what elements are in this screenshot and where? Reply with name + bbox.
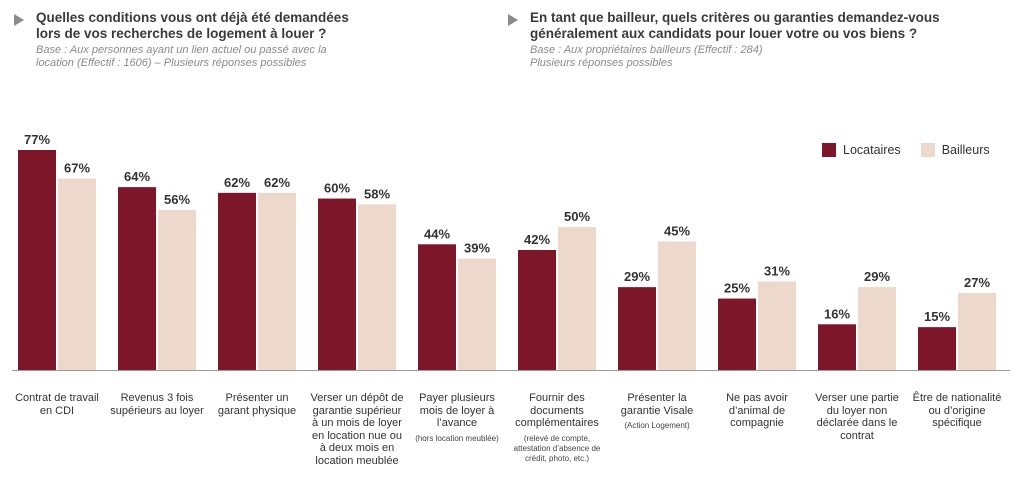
data-label: 56%: [164, 192, 190, 207]
data-label: 25%: [724, 281, 750, 296]
category-label: Contrat de travail en CDI: [9, 392, 105, 417]
data-label: 39%: [464, 241, 490, 256]
category-label-text: Fournir des documents complémentaires: [515, 392, 599, 429]
data-label: 62%: [264, 175, 290, 190]
category-label-text: Payer plusieurs mois de loyer à l’avance: [419, 392, 495, 429]
triangle-bullet-icon: [14, 14, 24, 26]
triangle-bullet-icon: [508, 14, 518, 26]
bar-bailleurs: [858, 287, 896, 370]
data-label: 31%: [764, 263, 790, 278]
bar-locataires: [518, 250, 556, 370]
bar-locataires: [218, 192, 256, 370]
category-label: Présenter la garantie Visale (Action Loge…: [609, 392, 705, 431]
legend-item-locataires: Locataires: [822, 143, 901, 157]
right-question-base: Base : Aux propriétaires bailleurs (Effe…: [530, 44, 763, 69]
right-question-block: En tant que bailleur, quels critères ou …: [508, 10, 978, 70]
legend-item-bailleurs: Bailleurs: [920, 143, 990, 157]
category-label: Verser une partie du loyer non déclarée …: [809, 392, 905, 442]
bar-locataires: [918, 327, 956, 370]
category-label: Payer plusieurs mois de loyer à l’avance…: [409, 392, 505, 444]
bar-locataires: [618, 287, 656, 370]
category-label: Présenter un garant physique: [209, 392, 305, 417]
category-label-text: Présenter la garantie Visale: [620, 392, 694, 417]
bar-bailleurs: [958, 292, 996, 370]
category-label: Être de nationalité ou d’origine spécifi…: [909, 392, 1005, 430]
data-label: 62%: [224, 175, 250, 190]
data-label: 15%: [924, 309, 950, 324]
category-label-text: Ne pas avoir d’animal de compagnie: [726, 392, 788, 429]
data-label: 44%: [424, 226, 450, 241]
bar-bailleurs: [758, 281, 796, 370]
legend-swatch: [822, 143, 836, 157]
bar-locataires: [118, 187, 156, 370]
legend-label: Locataires: [843, 143, 901, 157]
data-label: 29%: [864, 269, 890, 284]
bar-locataires: [18, 150, 56, 370]
left-question-title: Quelles conditions vous ont déjà été dem…: [36, 10, 349, 41]
data-label: 42%: [524, 232, 550, 247]
data-label: 45%: [664, 223, 690, 238]
bar-locataires: [818, 324, 856, 370]
left-question-block: Quelles conditions vous ont déjà été dem…: [14, 10, 394, 70]
category-label-text: Verser une partie du loyer non déclarée …: [815, 392, 899, 442]
bar-bailleurs: [658, 241, 696, 370]
data-label: 77%: [24, 132, 50, 147]
data-label: 50%: [564, 209, 590, 224]
chart-legend: Locataires Bailleurs: [822, 143, 990, 157]
category-label-text: Contrat de travail en CDI: [15, 392, 99, 417]
bar-bailleurs: [358, 204, 396, 370]
bar-bailleurs: [258, 192, 296, 370]
category-label-text: Verser un dépôt de garantie supérieur à …: [310, 392, 404, 467]
data-label: 64%: [124, 169, 150, 184]
bar-locataires: [318, 198, 356, 370]
category-label-text: Présenter un garant physique: [217, 392, 297, 417]
right-question-title: En tant que bailleur, quels critères ou …: [530, 10, 940, 41]
left-question-base: Base : Aux personnes ayant un lien actue…: [36, 44, 327, 69]
bar-bailleurs: [158, 210, 196, 370]
category-label-note: (Action Logement): [624, 421, 690, 430]
bar-locataires: [418, 244, 456, 370]
bar-locataires: [718, 298, 756, 370]
category-label: Revenus 3 fois supérieurs au loyer: [109, 392, 205, 417]
category-label: Fournir des documents complémentaires (re…: [509, 392, 605, 464]
bar-bailleurs: [458, 258, 496, 370]
legend-swatch: [920, 143, 935, 157]
category-label: Verser un dépôt de garantie supérieur à …: [309, 392, 405, 467]
bar-bailleurs: [558, 227, 596, 370]
data-label: 58%: [364, 186, 390, 201]
data-label: 60%: [324, 181, 350, 196]
category-label-text: Être de nationalité ou d’origine spécifi…: [912, 392, 1002, 429]
category-label: Ne pas avoir d’animal de compagnie: [709, 392, 805, 430]
category-label-text: Revenus 3 fois supérieurs au loyer: [110, 392, 204, 417]
bar-bailleurs: [58, 178, 96, 370]
data-label: 27%: [964, 275, 990, 290]
category-label-note: (relevé de compte, attestation d’absence…: [513, 433, 601, 463]
legend-label: Bailleurs: [941, 143, 990, 157]
data-label: 16%: [824, 306, 850, 321]
category-label-note: (hors location meublée): [415, 433, 499, 443]
data-label: 67%: [64, 161, 90, 176]
data-label: 29%: [624, 269, 650, 284]
